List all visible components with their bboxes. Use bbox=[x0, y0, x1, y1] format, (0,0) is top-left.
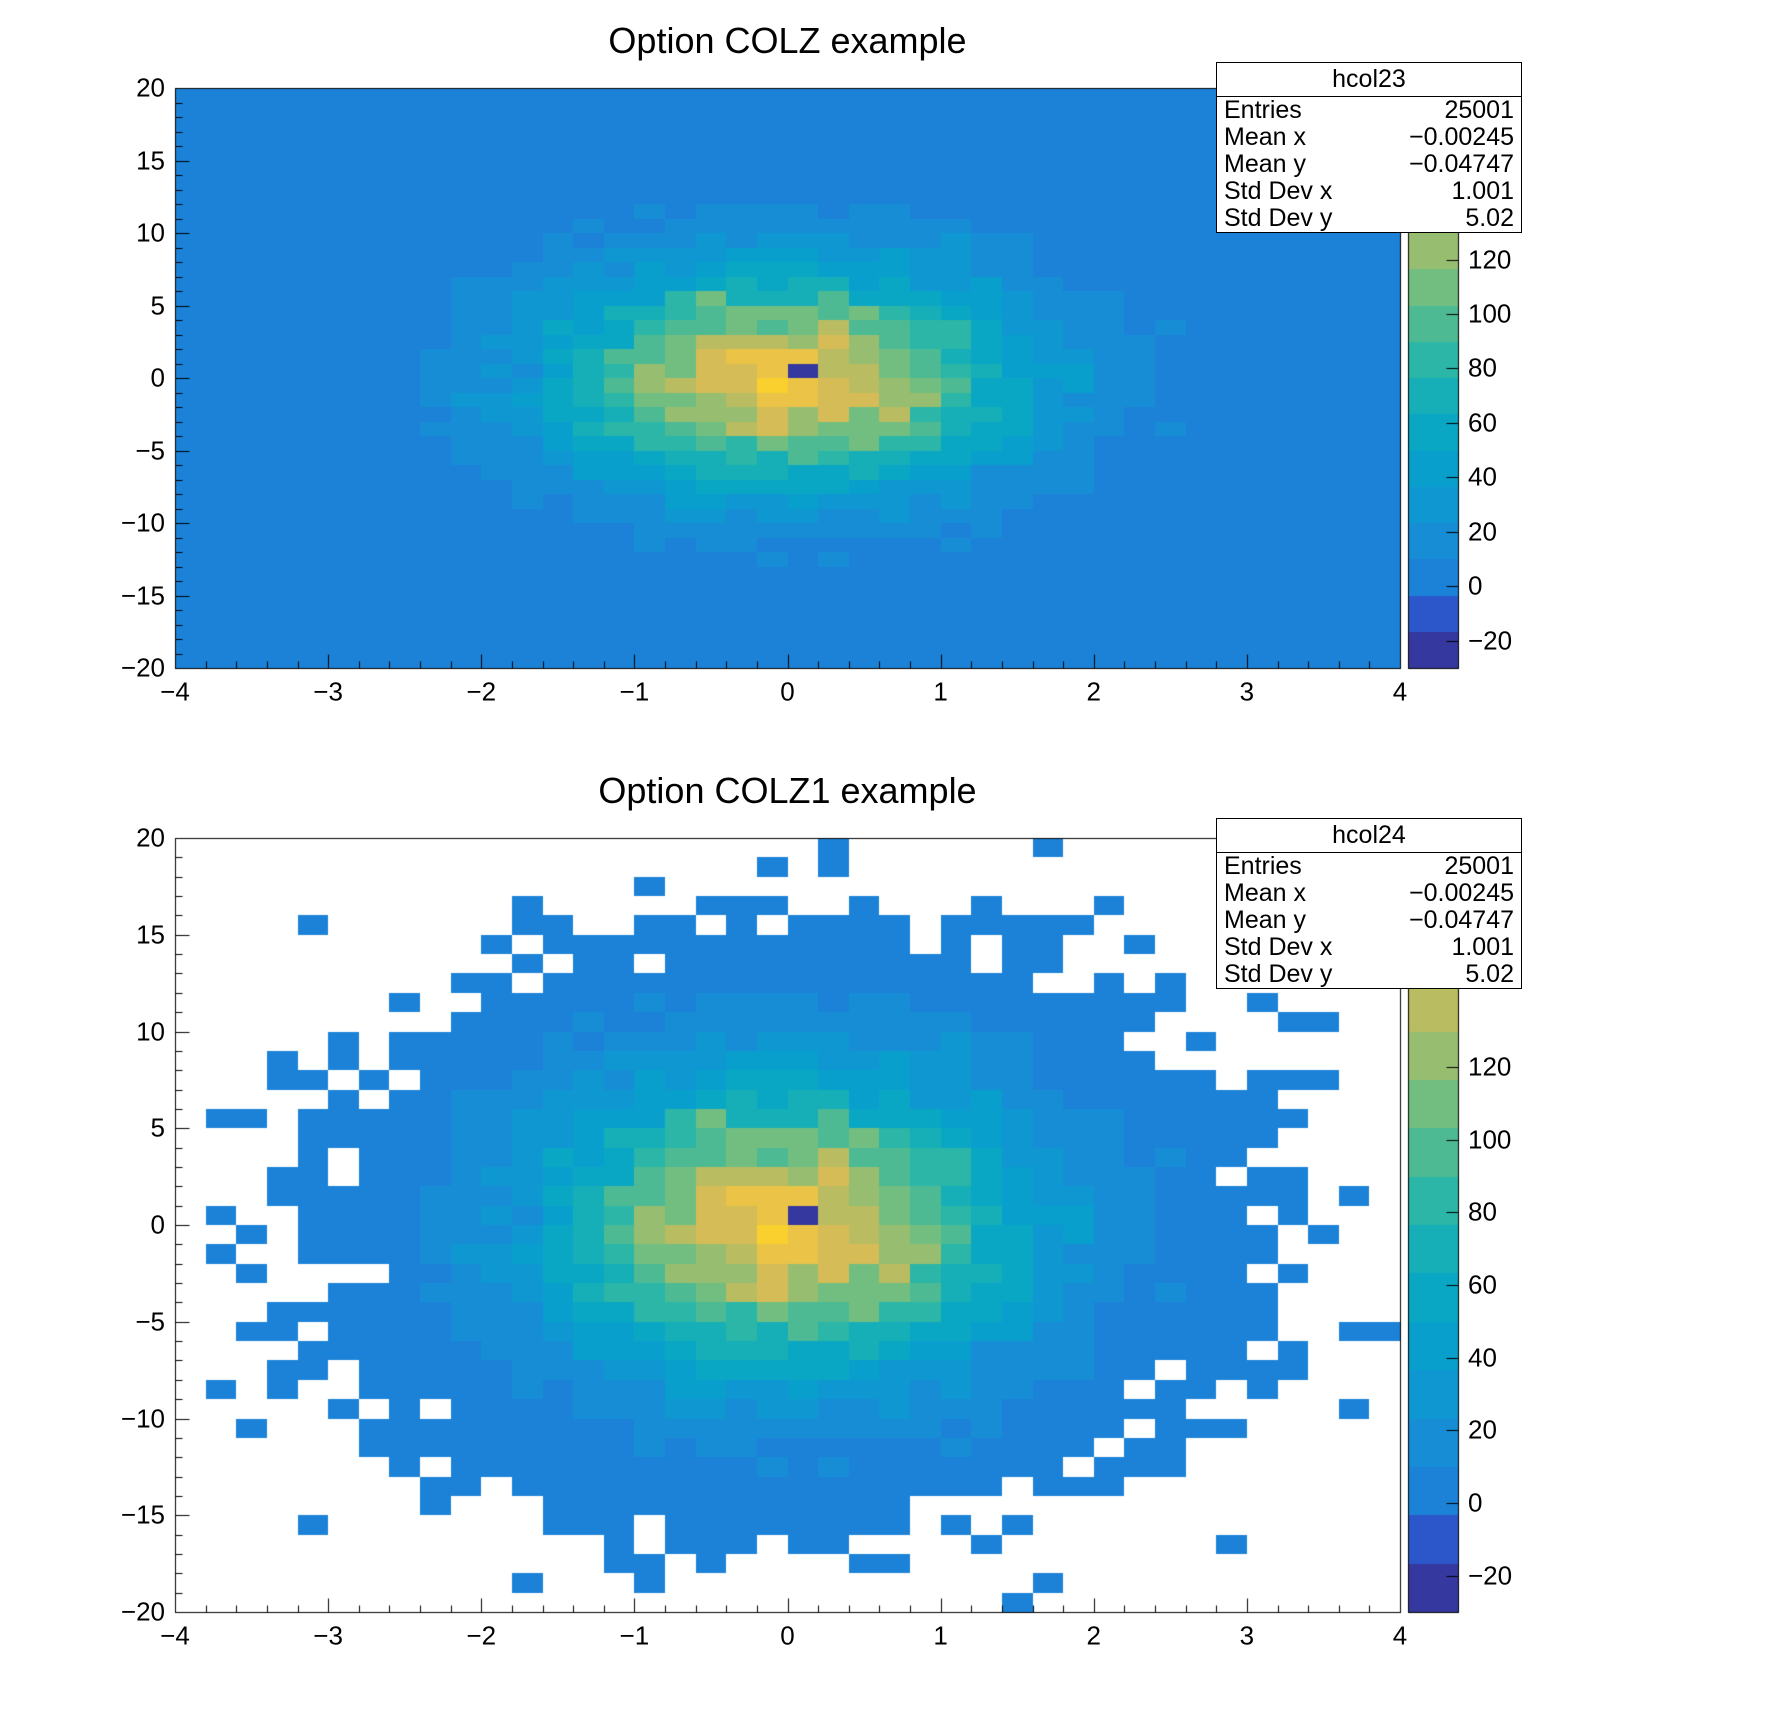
stats-value: 25001 bbox=[1444, 852, 1514, 880]
stats-row: Mean x −0.00245 bbox=[1217, 124, 1521, 151]
stats-value: −0.04747 bbox=[1409, 906, 1514, 934]
stats-value: 5.02 bbox=[1465, 204, 1514, 232]
stats-row: Mean x −0.00245 bbox=[1217, 880, 1521, 907]
stats-label: Mean y bbox=[1224, 906, 1306, 934]
stats-box-title: hcol24 bbox=[1217, 819, 1521, 853]
stats-value: 1.001 bbox=[1451, 933, 1514, 961]
stats-row: Entries 25001 bbox=[1217, 853, 1521, 880]
stats-value: −0.04747 bbox=[1409, 150, 1514, 178]
stats-value: −0.00245 bbox=[1409, 879, 1514, 907]
stats-value: 5.02 bbox=[1465, 960, 1514, 988]
stats-value: −0.00245 bbox=[1409, 123, 1514, 151]
stats-label: Std Dev y bbox=[1224, 204, 1333, 232]
stats-label: Entries bbox=[1224, 96, 1302, 124]
stats-row: Entries 25001 bbox=[1217, 97, 1521, 124]
stats-row: Std Dev y 5.02 bbox=[1217, 961, 1521, 988]
stats-label: Mean y bbox=[1224, 150, 1306, 178]
stats-label: Std Dev y bbox=[1224, 960, 1333, 988]
stats-label: Entries bbox=[1224, 852, 1302, 880]
pad2-title: Option COLZ1 example bbox=[598, 770, 977, 811]
stats-box-hcol24: hcol24 Entries 25001 Mean x −0.00245 Mea… bbox=[1216, 818, 1522, 989]
stats-box-hcol23: hcol23 Entries 25001 Mean x −0.00245 Mea… bbox=[1216, 62, 1522, 233]
stats-label: Std Dev x bbox=[1224, 177, 1333, 205]
stats-row: Std Dev x 1.001 bbox=[1217, 178, 1521, 205]
stats-row: Std Dev y 5.02 bbox=[1217, 205, 1521, 232]
stats-box-title: hcol23 bbox=[1217, 63, 1521, 97]
stats-value: 25001 bbox=[1444, 96, 1514, 124]
stats-row: Std Dev x 1.001 bbox=[1217, 934, 1521, 961]
stats-label: Mean x bbox=[1224, 123, 1306, 151]
stats-label: Std Dev x bbox=[1224, 933, 1333, 961]
stats-value: 1.001 bbox=[1451, 177, 1514, 205]
stats-label: Mean x bbox=[1224, 879, 1306, 907]
stats-row: Mean y −0.04747 bbox=[1217, 151, 1521, 178]
pad1-title: Option COLZ example bbox=[608, 20, 967, 61]
stats-row: Mean y −0.04747 bbox=[1217, 907, 1521, 934]
